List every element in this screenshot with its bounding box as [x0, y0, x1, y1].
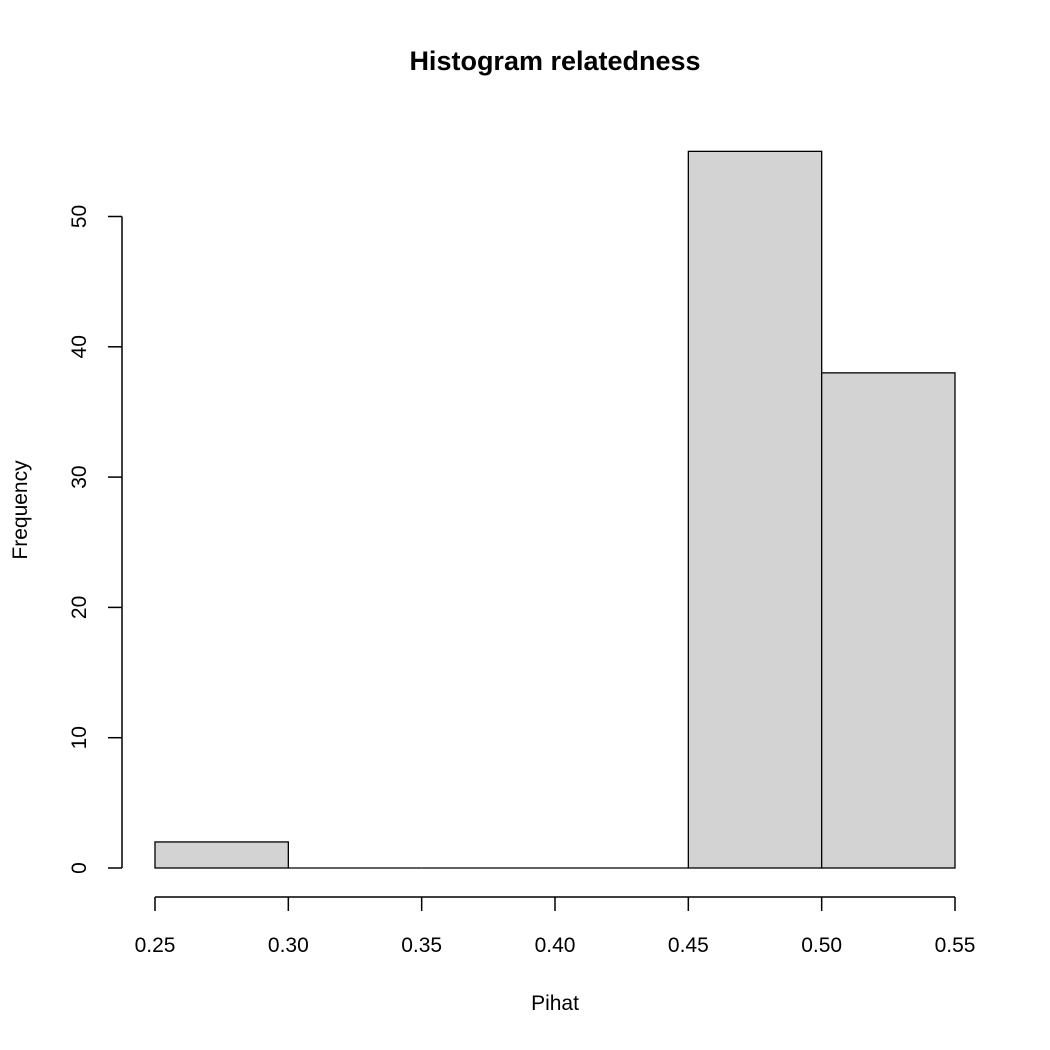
y-axis: 0 10 20 30 40 50 — [68, 205, 123, 874]
histogram-bar-0 — [154, 841, 289, 869]
y-tick-label: 30 — [68, 465, 91, 488]
x-axis: 0.25 0.30 0.35 0.40 0.45 0.50 0.55 — [135, 896, 976, 957]
x-tick-label: 0.30 — [268, 934, 309, 957]
x-tick-label: 0.55 — [935, 934, 976, 957]
x-tick-label: 0.35 — [401, 934, 442, 957]
chart-title: Histogram relatedness — [409, 46, 700, 76]
x-tick-label: 0.45 — [668, 934, 709, 957]
y-tick-label: 0 — [68, 862, 91, 874]
x-axis-label: Pihat — [531, 992, 579, 1015]
y-tick-label: 10 — [68, 726, 91, 749]
histogram-bar-5 — [821, 372, 956, 869]
y-tick-label: 40 — [68, 335, 91, 358]
y-tick-label: 50 — [68, 205, 91, 228]
bars-group — [154, 150, 956, 869]
y-axis-label: Frequency — [9, 460, 32, 560]
x-tick-label: 0.25 — [135, 934, 176, 957]
histogram-bar-4 — [687, 150, 823, 869]
y-tick-label: 20 — [68, 596, 91, 619]
x-tick-label: 0.50 — [801, 934, 842, 957]
x-tick-label: 0.40 — [535, 934, 576, 957]
